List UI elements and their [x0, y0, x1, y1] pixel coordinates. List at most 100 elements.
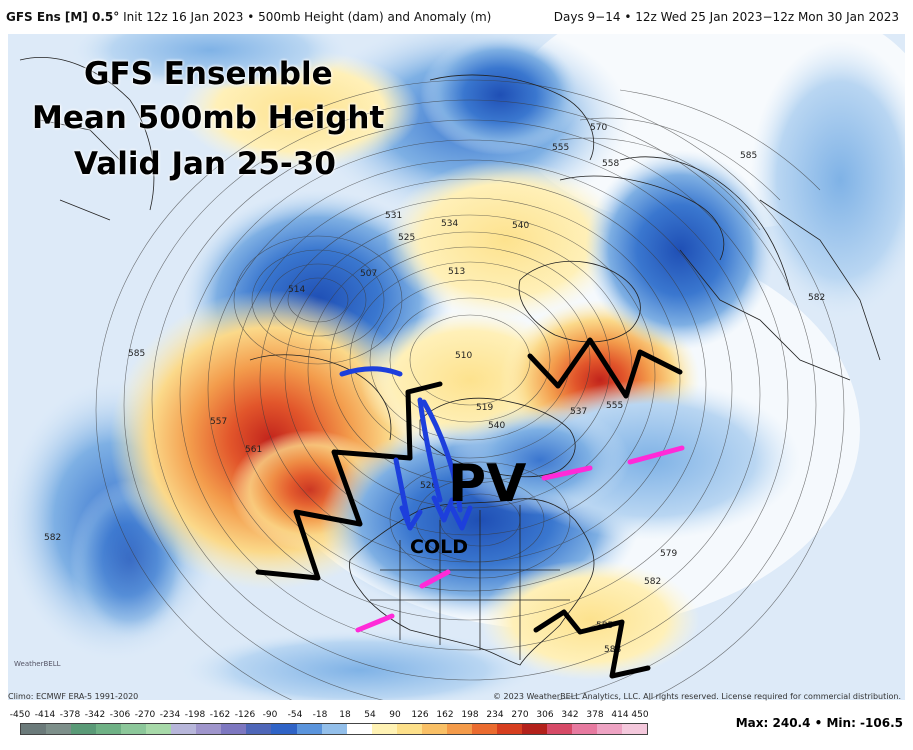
- max-value: Max: 240.4: [735, 716, 811, 730]
- coastlines: [19, 57, 881, 666]
- contour-label: 579: [660, 549, 677, 559]
- colorbar-tick: -198: [184, 710, 206, 720]
- colorbar-tick: -450: [9, 710, 31, 720]
- colorbar-swatch: [21, 724, 47, 734]
- contour-label: 570: [590, 123, 607, 133]
- colorbar-tick: -162: [209, 710, 231, 720]
- cold-label: COLD: [410, 536, 468, 558]
- valid-period: Days 9−14 • 12z Wed 25 Jan 2023−12z Mon …: [553, 10, 899, 24]
- height-contours: [95, 79, 845, 700]
- greenland-ridge-zigzag: [527, 337, 683, 399]
- init-info: Init 12z 16 Jan 2023 • 500mb Height (dam…: [119, 10, 492, 24]
- contour-label: 526: [420, 481, 437, 491]
- min-value: Min: -106.5: [826, 716, 903, 730]
- colorbar-tick: -270: [134, 710, 156, 720]
- contour-label: 510: [455, 351, 472, 361]
- colorbar-tick: 234: [486, 710, 504, 720]
- colorbar-tick: -234: [159, 710, 181, 720]
- colorbar-tick: -342: [84, 710, 106, 720]
- colorbar-tick: 270: [511, 710, 529, 720]
- contour-label: 540: [512, 221, 529, 231]
- anomaly-map: 531 525 534 540 507 514 510 513 585 557 …: [8, 34, 905, 700]
- contour-label: 514: [288, 285, 305, 295]
- colorbar-swatch: [71, 724, 97, 734]
- contour-label: 531: [385, 211, 402, 221]
- colorbar-swatch: [146, 724, 172, 734]
- colorbar-tick: -18: [312, 710, 328, 720]
- contour-label: 537: [570, 407, 587, 417]
- colorbar-swatch: [96, 724, 122, 734]
- contour-label: 585: [128, 349, 145, 359]
- southeast-ridge-zigzag: [533, 609, 651, 679]
- colorbar-tick: 90: [389, 710, 401, 720]
- colorbar-swatch: [597, 724, 623, 734]
- overlay-title-line-1: GFS Ensemble: [84, 56, 333, 92]
- colorbar-tick: 18: [339, 710, 351, 720]
- header-model-info: GFS Ens [M] 0.5° Init 12z 16 Jan 2023 • …: [6, 10, 491, 24]
- colorbar-swatch: [371, 724, 397, 734]
- copyright-note: © 2023 WeatherBELL Analytics, LLC. All r…: [493, 692, 901, 701]
- contour-label: 561: [245, 445, 262, 455]
- pv-label: PV: [448, 454, 527, 514]
- contour-label: 585: [740, 151, 757, 161]
- trough-line-1: [541, 465, 593, 481]
- contour-label: 588: [604, 645, 621, 655]
- contour-label: 582: [44, 533, 61, 543]
- colorbar-swatch: [296, 724, 322, 734]
- colorbar-tick: 54: [364, 710, 376, 720]
- colorbar-tick: 162: [436, 710, 454, 720]
- colorbar-tick: 450: [631, 710, 649, 720]
- contour-label: 558: [602, 159, 619, 169]
- contour-label: 525: [398, 233, 415, 243]
- contour-label: 555: [606, 401, 623, 411]
- colorbar-tick: 306: [536, 710, 554, 720]
- contour-label: 507: [360, 269, 377, 279]
- colorbar-swatch: [271, 724, 297, 734]
- trough-line-3: [419, 569, 451, 589]
- colorbar-tick: -90: [262, 710, 278, 720]
- colorbar-swatch: [121, 724, 147, 734]
- colorbar-swatch: [572, 724, 598, 734]
- colorbar-tick: 126: [411, 710, 429, 720]
- colorbar-swatch: [546, 724, 573, 734]
- colorbar-swatch: [346, 724, 372, 734]
- arrow-middle-head: [431, 495, 455, 523]
- overlay-title-line-3: Valid Jan 25-30: [74, 146, 336, 182]
- arrow-right-head: [449, 505, 473, 531]
- trough-markers: [355, 445, 685, 633]
- arrow-top: [339, 366, 403, 377]
- colorbar-swatch: [46, 724, 72, 734]
- contour-label: 540: [488, 421, 505, 431]
- map-panel: 531 525 534 540 507 514 510 513 585 557 …: [8, 34, 905, 700]
- colorbar-tick: -378: [59, 710, 81, 720]
- colorbar-tick: 342: [561, 710, 579, 720]
- trough-line-4: [355, 613, 395, 633]
- arrow-middle: [417, 397, 443, 503]
- colorbar-swatch: [196, 724, 222, 734]
- west-ridge-zigzag: [255, 381, 443, 581]
- contour-label: 557: [210, 417, 227, 427]
- colorbar-swatch: [622, 724, 648, 734]
- colorbar-tick: -306: [109, 710, 131, 720]
- contour-label: 582: [644, 577, 661, 587]
- max-min-stats: Max: 240.4 • Min: -106.5: [735, 716, 903, 730]
- cold-flow-arrows: [339, 366, 473, 531]
- colorbar-swatch: [421, 724, 447, 734]
- contour-label: 513: [448, 267, 465, 277]
- climatology-note: Climo: ECMWF ERA-5 1991-2020: [8, 692, 139, 701]
- colorbar-swatch: [321, 724, 347, 734]
- colorbar-tick: -126: [234, 710, 256, 720]
- arrow-right: [421, 399, 463, 513]
- arrow-left-head: [399, 505, 423, 531]
- colorbar-tick: 414: [611, 710, 629, 720]
- colorbar-swatch: [471, 724, 497, 734]
- overlay-title-line-2: Mean 500mb Height: [32, 100, 385, 136]
- map-header: GFS Ens [M] 0.5° Init 12z 16 Jan 2023 • …: [0, 0, 913, 34]
- model-name: GFS Ens [M] 0.5°: [6, 10, 120, 24]
- colorbar-swatch: [446, 724, 472, 734]
- colorbar-swatch: [246, 724, 272, 734]
- anomaly-colorbar: [20, 723, 648, 735]
- colorbar-tick: -54: [287, 710, 303, 720]
- weatherbell-logo: WeatherBELL: [14, 660, 61, 668]
- colorbar-swatch: [496, 724, 522, 734]
